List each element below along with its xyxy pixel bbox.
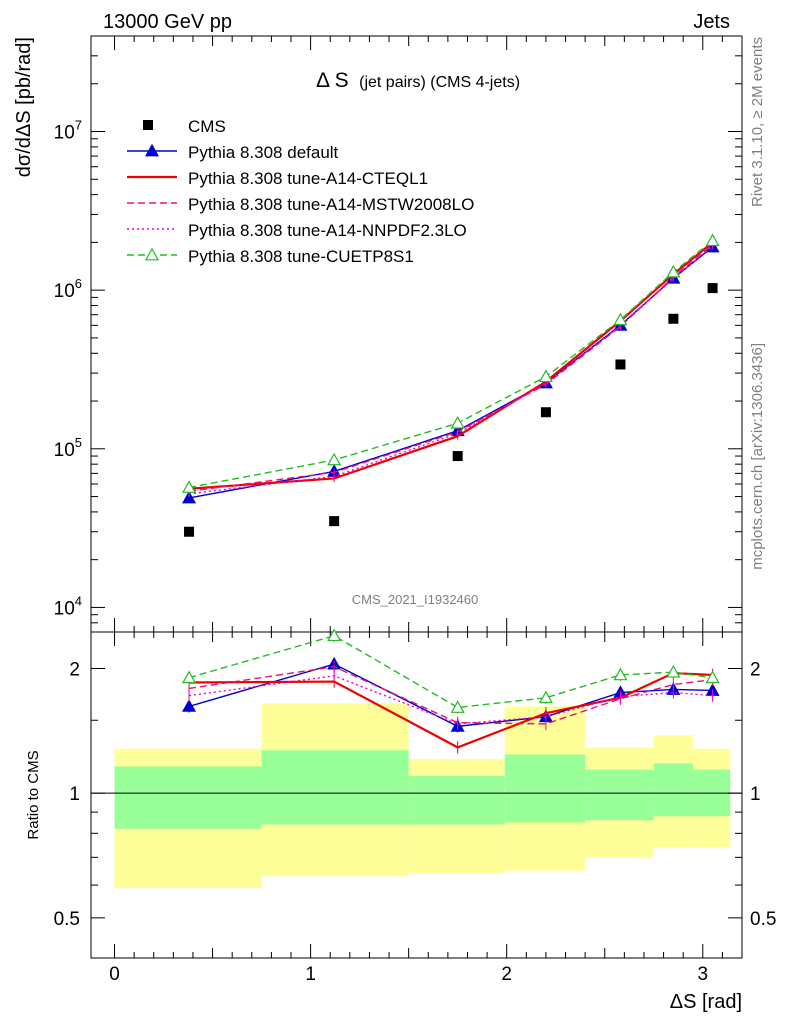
series-point-4: [450, 415, 465, 429]
plot-title: Δ S (jet pairs) (CMS 4-jets): [316, 69, 520, 92]
ratio-tick-label-right: 2: [750, 660, 761, 681]
series-point-4: [538, 369, 553, 383]
series-point-4: [613, 312, 628, 326]
data-point: [668, 313, 679, 324]
series-line-1: [188, 241, 714, 490]
series-line-3: [188, 245, 714, 495]
band-inner-4: [585, 769, 654, 821]
data-point: [615, 359, 626, 370]
series-point-4: [705, 233, 720, 247]
main-plot: 104 105 106 107: [54, 35, 743, 633]
ratio-point-4: [613, 667, 628, 681]
ratio-tick-label-right: 1: [750, 784, 761, 805]
series-line-0: [188, 246, 714, 499]
band-inner-0: [114, 766, 262, 829]
series-line-2: [188, 243, 714, 492]
y-tick-label: 105: [54, 435, 82, 461]
ratio-point-4: [538, 690, 553, 704]
analysis-id: CMS_2021_I1932460: [352, 592, 479, 607]
rivet-label: Rivet 3.1.10, ≥ 2M events: [749, 37, 766, 207]
ratio-point-4: [450, 700, 465, 713]
ratio-frame: [90, 631, 743, 959]
legend-label-3: Pythia 8.308 tune-A14-NNPDF2.3LO: [188, 221, 467, 240]
band-inner-3: [504, 754, 586, 823]
x-tick-label: 2: [501, 964, 512, 985]
y-tick-label: 106: [54, 276, 82, 302]
data-point: [540, 407, 551, 418]
legend: CMS Pythia 8.308 default Pythia 8.308 tune…: [127, 117, 474, 266]
ratio-point-4: [705, 670, 720, 684]
series-line-4: [188, 240, 714, 489]
legend-marker-0: [144, 143, 160, 157]
legend-marker-4: [144, 247, 160, 261]
series-point-4: [182, 480, 197, 493]
header-right: Jets: [693, 11, 730, 33]
ratio-tick-label-right: 0.5: [750, 909, 776, 930]
legend-label-4: Pythia 8.308 tune-CUETP8S1: [188, 247, 414, 266]
band-inner-2: [408, 776, 505, 825]
ratio-point-4: [327, 628, 342, 642]
legend-label-0: Pythia 8.308 default: [188, 143, 339, 162]
ratio-line-4: [188, 634, 713, 709]
series-point-4: [327, 452, 342, 466]
series-point-0: [182, 490, 197, 504]
data-point: [707, 283, 718, 294]
legend-label-data: CMS: [188, 117, 226, 136]
data-point: [452, 451, 463, 462]
ratio-point-0: [182, 699, 197, 712]
ratio-point-4: [182, 670, 197, 684]
header-left: 13000 GeV pp: [103, 11, 232, 33]
y-axis-label: dσ/dΔS [pb/rad]: [13, 37, 35, 177]
x-tick-label: 0: [109, 964, 120, 985]
y-tick-label: 107: [54, 118, 82, 144]
ratio-plot: 0 1 2 3 0.5 0.5 1 1 2 2: [54, 628, 776, 985]
legend-label-2: Pythia 8.308 tune-A14-MSTW2008LO: [188, 195, 474, 214]
x-tick-label: 1: [305, 964, 316, 985]
mcplots-label: mcplots.cern.ch [arXiv:1306.3436]: [749, 343, 766, 570]
data-point: [329, 516, 340, 527]
ratio-tick-label: 2: [69, 660, 80, 681]
series-point-4: [666, 264, 681, 278]
x-tick-label: 3: [697, 964, 708, 985]
y-tick-label: 104: [54, 593, 82, 619]
ratio-axis-label: Ratio to CMS: [25, 750, 42, 839]
ratio-tick-label: 0.5: [54, 909, 80, 930]
band-inner-1: [261, 750, 409, 825]
legend-label-1: Pythia 8.308 tune-A14-CTEQL1: [188, 169, 428, 188]
band-inner-5: [653, 763, 693, 817]
data-point: [184, 526, 195, 537]
ratio-tick-label: 1: [69, 784, 80, 805]
ratio-point-4: [666, 664, 681, 678]
legend-symbol-data: [143, 120, 153, 130]
x-axis-label: ΔS [rad]: [670, 991, 742, 1013]
